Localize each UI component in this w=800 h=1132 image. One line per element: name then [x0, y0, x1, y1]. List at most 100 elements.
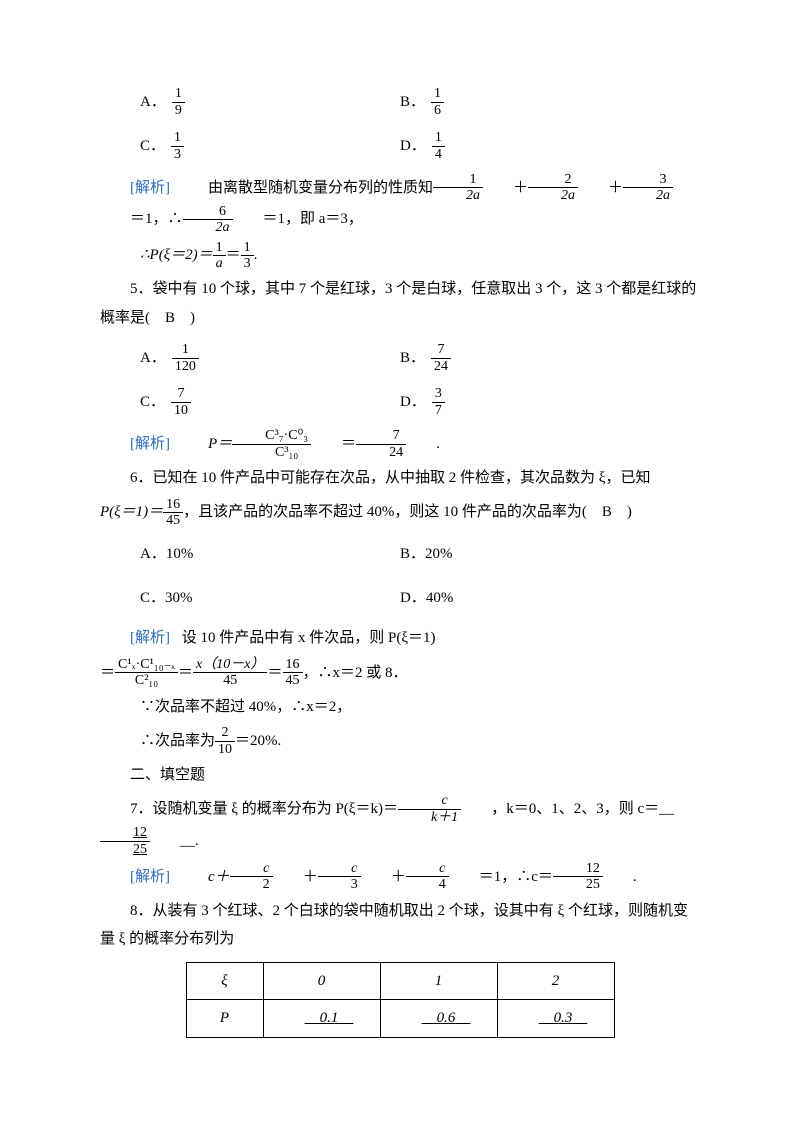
q6-analysis-l2: ＝ C¹ₓ·C¹₁₀₋ₓC²₁₀ ＝ x（10－x）45 ＝ 1645 ，∴x＝… [100, 657, 700, 689]
fraction: 19 [172, 86, 185, 118]
q4-analysis-line1: [解析] 由离散型随机变量分布列的性质知 12a ＋ 22a ＋ 32a ＝1，… [100, 172, 700, 236]
q6-choices: A．10% B．20% C．30% D．40% [140, 532, 700, 620]
fraction: 37 [432, 386, 445, 418]
text: ＝1，∴c＝ [449, 863, 553, 892]
fraction: 710 [171, 386, 191, 418]
period: . [603, 863, 637, 892]
fraction: 1120 [172, 342, 199, 374]
table-cell: 1 [380, 962, 497, 1000]
fraction: 22a [528, 172, 578, 204]
table-cell: 0.3 [497, 1000, 614, 1038]
fraction: c3 [318, 861, 361, 893]
q7-analysis: [解析] c＋ c2 ＋ c3 ＋ c4 ＝1，∴c＝ 1225 . [100, 861, 700, 893]
fraction: x（10－x）45 [193, 657, 267, 689]
choice-label: B． [400, 344, 425, 373]
text: P(ξ＝1)＝ [100, 498, 163, 527]
fraction: 724 [356, 428, 406, 460]
text: ，∴x＝2 或 8． [303, 659, 408, 688]
plus: ＋ [578, 174, 623, 203]
period: . [406, 430, 440, 459]
choice-label: A． [140, 344, 166, 373]
fraction: c4 [406, 861, 449, 893]
answer-fill: 0.6 [422, 1010, 471, 1026]
q4-choices: A． 19 B． 16 C． 13 D． 14 [140, 80, 700, 168]
q5-choice-b: B． 724 [400, 336, 660, 380]
q5-analysis: [解析] P＝ C³₇·C⁰₃C³₁₀ ＝ 724 . [100, 428, 700, 460]
fraction: 724 [431, 342, 451, 374]
table-cell: 0 [263, 962, 380, 1000]
q5-choice-d: D． 37 [400, 380, 660, 424]
fraction: 13 [171, 130, 184, 162]
plus: ＋ [483, 174, 528, 203]
fraction: C³₇·C⁰₃C³₁₀ [232, 428, 311, 460]
analysis-label: [解析] [100, 430, 170, 459]
choice-label: C． [140, 132, 165, 161]
answer-fraction: 1225 [100, 825, 150, 857]
analysis-label: [解析] [100, 174, 170, 203]
section-2-title: 二、填空题 [100, 761, 700, 790]
text: ＝1，∴ [100, 205, 183, 234]
q6-stem-a: 6．已知在 10 件产品中可能存在次品，从中抽取 2 件检查，其次品数为 ξ，已… [100, 464, 700, 493]
equals: ＝ [267, 659, 282, 688]
q8-stem: 8．从装有 3 个红球、2 个白球的袋中随机取出 2 个球，设其中有 ξ 个红球… [100, 897, 700, 954]
text: ，k＝0、1、2、3，则 c＝__ [461, 795, 674, 824]
text: ∴次品率为 [140, 727, 215, 756]
choice-label: B． [400, 88, 425, 117]
text: 7．设随机变量 ξ 的概率分布为 P(ξ＝k)＝ [100, 795, 398, 824]
fraction: c2 [230, 861, 273, 893]
period: . [254, 241, 258, 270]
choice-text: D．40% [400, 584, 453, 613]
fraction: 32a [623, 172, 673, 204]
choice-text: C．30% [140, 584, 193, 613]
table-cell: 0.6 [380, 1000, 497, 1038]
analysis-label: [解析] [100, 863, 170, 892]
text: ，且该产品的次品率不超过 40%，则这 10 件产品的次品率为( B ) [183, 498, 632, 527]
fraction: ck＋1 [398, 793, 461, 825]
fraction: C¹ₓ·C¹₁₀₋ₓC²₁₀ [115, 657, 178, 689]
equals: ＝ [226, 241, 241, 270]
table-cell: 2 [497, 962, 614, 1000]
q6-analysis-l1: [解析] 设 10 件产品中有 x 件次品，则 P(ξ＝1) [100, 624, 700, 653]
fraction: 1225 [553, 861, 603, 893]
fraction: 16 [431, 86, 444, 118]
fraction: 1645 [163, 497, 183, 529]
fraction: 12a [433, 172, 483, 204]
q4-choice-c: C． 13 [140, 124, 400, 168]
fraction: 1645 [283, 657, 303, 689]
analysis-label: [解析] [130, 630, 170, 646]
q6-analysis-l3: ∵次品率不超过 40%，∴x＝2， [140, 693, 700, 722]
choice-text: B．20% [400, 540, 453, 569]
q4-choice-b: B． 16 [400, 80, 660, 124]
q5-choice-c: C． 710 [140, 380, 400, 424]
text: c＋ [178, 863, 230, 892]
table-cell: ξ [186, 962, 263, 1000]
q4-analysis-line2: ∴P(ξ＝2)＝ 1a ＝ 13 . [140, 240, 700, 272]
q5-stem: 5．袋中有 10 个球，其中 7 个是红球，3 个是白球，任意取出 3 个，这 … [100, 275, 700, 332]
q6-choice-a: A．10% [140, 532, 400, 576]
q4-choice-a: A． 19 [140, 80, 400, 124]
plus: ＋ [273, 863, 318, 892]
q8-distribution-table: ξ 0 1 2 P 0.1 0.6 0.3 [186, 962, 615, 1038]
text: 设 10 件产品中有 x 件次品，则 P(ξ＝1) [182, 630, 436, 646]
q6-choice-b: B．20% [400, 532, 660, 576]
q5-choice-a: A． 1120 [140, 336, 400, 380]
equals: ＝ [311, 430, 356, 459]
choice-label: D． [400, 388, 426, 417]
q5-choices: A． 1120 B． 724 C． 710 D． 37 [140, 336, 700, 424]
text: __. [150, 827, 199, 856]
table-cell: P [186, 1000, 263, 1038]
text: ＝20%. [235, 727, 281, 756]
q6-stem-b: P(ξ＝1)＝ 1645 ，且该产品的次品率不超过 40%，则这 10 件产品的… [100, 497, 700, 529]
q7-stem: 7．设随机变量 ξ 的概率分布为 P(ξ＝k)＝ ck＋1 ，k＝0、1、2、3… [100, 793, 700, 857]
equals: ＝ [100, 659, 115, 688]
q4-choice-d: D． 14 [400, 124, 660, 168]
table-row: P 0.1 0.6 0.3 [186, 1000, 614, 1038]
fraction: 14 [432, 130, 445, 162]
answer-fill: 0.3 [539, 1010, 588, 1026]
fraction: 1a [213, 240, 226, 272]
table-row: ξ 0 1 2 [186, 962, 614, 1000]
fraction: 13 [241, 240, 254, 272]
equals: ＝ [178, 659, 193, 688]
fraction: 62a [183, 204, 233, 236]
text: ＝1，即 a＝3， [233, 205, 363, 234]
